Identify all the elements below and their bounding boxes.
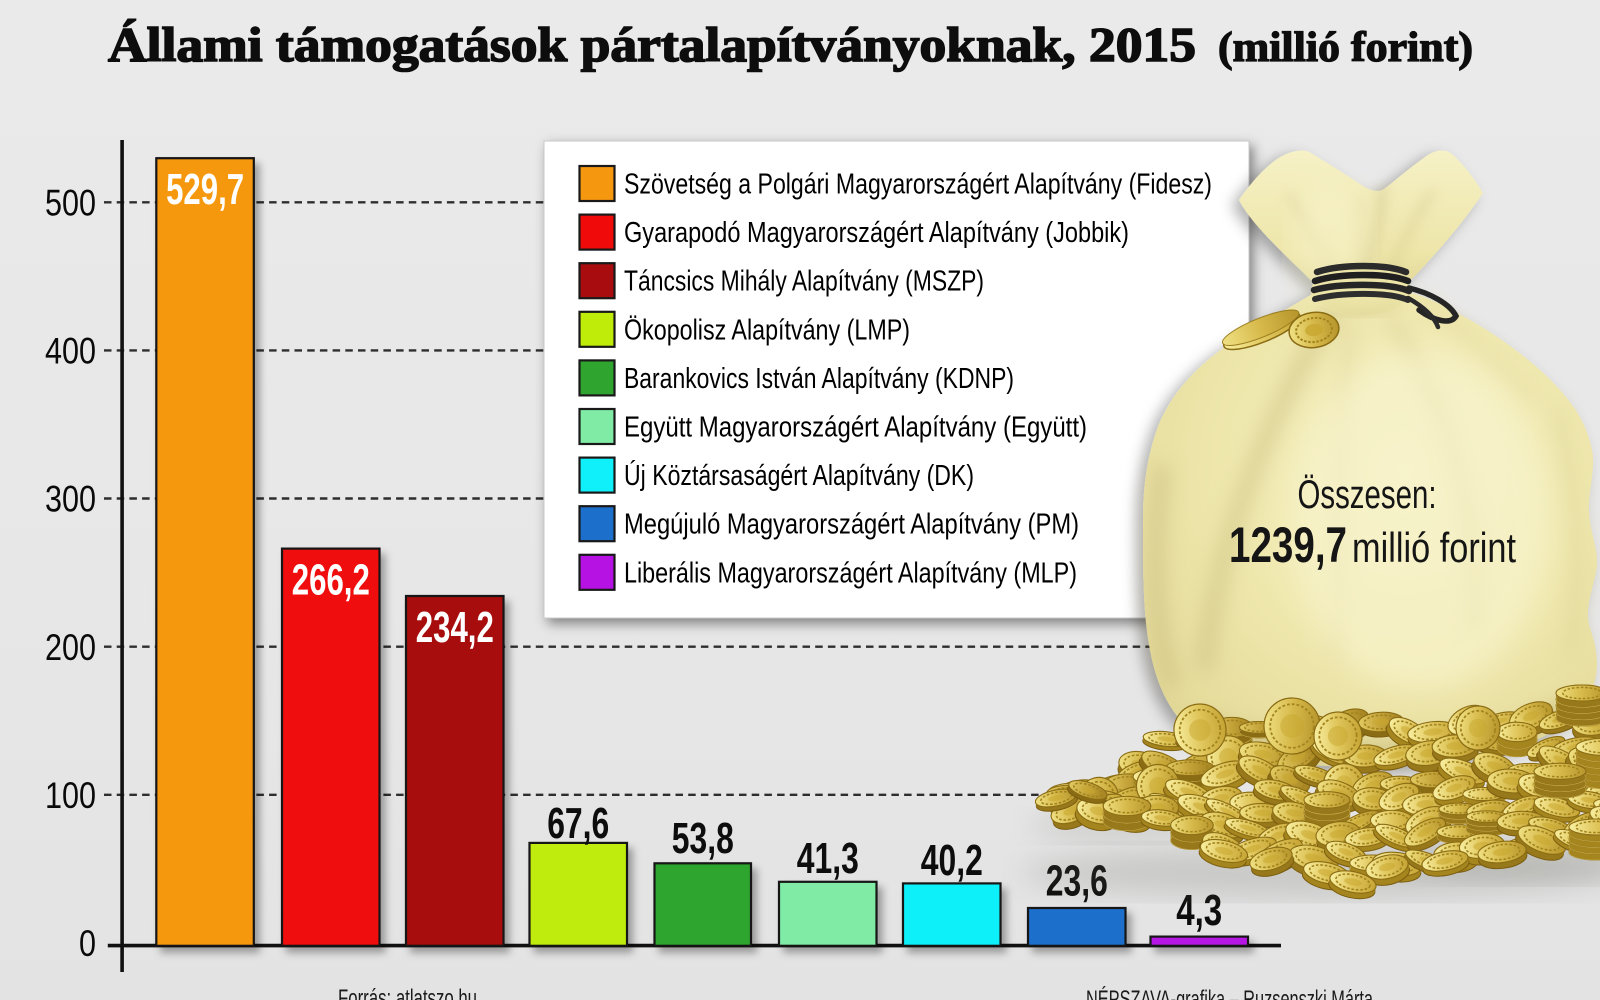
svg-text:40,2: 40,2 (921, 836, 983, 885)
svg-text:NÉPSZAVA-grafika – Ruzsenszki: NÉPSZAVA-grafika – Ruzsenszki Márta (1086, 986, 1373, 1000)
svg-text:(millió forint): (millió forint) (1218, 25, 1473, 71)
svg-text:400: 400 (45, 331, 96, 372)
svg-text:529,7: 529,7 (166, 165, 244, 214)
svg-text:Megújuló Magyarországért Alapí: Megújuló Magyarországért Alapítvány (PM) (624, 509, 1079, 541)
svg-text:Barankovics István Alapítvány: Barankovics István Alapítvány (KDNP) (624, 363, 1014, 395)
svg-text:Összesen:: Összesen: (1298, 473, 1437, 517)
svg-text:53,8: 53,8 (672, 814, 734, 863)
svg-text:Liberális Magyarországért Alap: Liberális Magyarországért Alapítvány (ML… (624, 557, 1077, 589)
svg-text:Új Köztársaságért Alapítvány (: Új Köztársaságért Alapítvány (DK) (624, 459, 974, 492)
svg-text:Szövetség a Polgári Magyarorsz: Szövetség a Polgári Magyarországért Alap… (624, 169, 1212, 201)
svg-text:Gyarapodó Magyarországért Alap: Gyarapodó Magyarországért Alapítvány (Jo… (624, 217, 1129, 249)
svg-text:Forrás: atlatszo.hu: Forrás: atlatszo.hu (338, 985, 477, 1000)
svg-text:Állami támogatások pártalapítv: Állami támogatások pártalapítványoknak, … (108, 17, 1196, 72)
svg-text:millió forint: millió forint (1352, 524, 1516, 571)
svg-text:0: 0 (79, 923, 96, 964)
svg-text:300: 300 (45, 479, 96, 520)
svg-text:67,6: 67,6 (547, 799, 609, 848)
svg-text:266,2: 266,2 (292, 556, 370, 605)
svg-text:500: 500 (45, 183, 96, 224)
svg-text:41,3: 41,3 (797, 834, 859, 883)
svg-text:200: 200 (45, 627, 96, 668)
svg-text:100: 100 (45, 775, 96, 816)
svg-text:Ökopolisz Alapítvány (LMP): Ökopolisz Alapítvány (LMP) (624, 314, 910, 346)
svg-text:1239,7: 1239,7 (1229, 517, 1347, 573)
svg-text:Együtt Magyarországért Alapít: Együtt Magyarországért Alapítvány (Együt… (624, 412, 1087, 444)
svg-text:234,2: 234,2 (416, 603, 494, 652)
svg-text:Táncsics Mihály Alapítvány (MS: Táncsics Mihály Alapítvány (MSZP) (624, 266, 984, 298)
